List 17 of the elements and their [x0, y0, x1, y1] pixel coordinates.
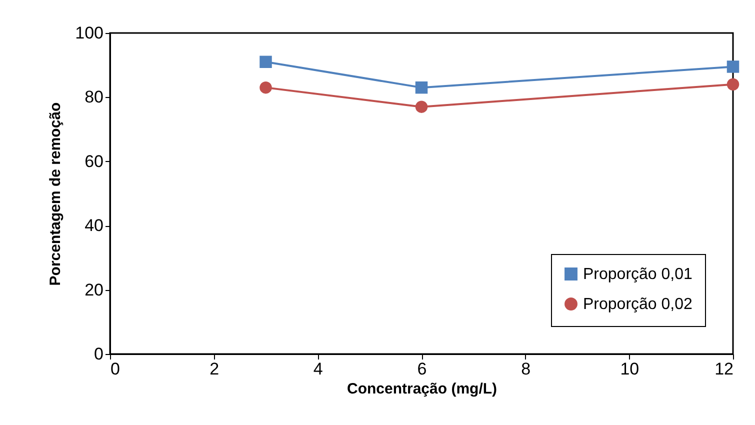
- y-tick-label: 80: [84, 88, 104, 107]
- y-tick-label: 100: [75, 24, 104, 42]
- x-tick-label: 8: [521, 360, 531, 378]
- x-tick-label: 10: [620, 360, 640, 378]
- x-tick-label: 0: [110, 360, 120, 378]
- x-tick-label: 6: [417, 360, 427, 378]
- y-tick-label: 60: [84, 152, 104, 171]
- legend-label: Proporção 0,02: [583, 296, 693, 313]
- y-tick-label: 20: [84, 280, 104, 300]
- legend-label: Proporção 0,01: [583, 266, 693, 283]
- x-tick-label: 12: [714, 360, 734, 378]
- y-axis-title: Porcentagem de remoção: [47, 102, 64, 286]
- y-tick-label: 0: [94, 344, 104, 364]
- x-tick-label: 2: [210, 360, 220, 378]
- x-tick-label: 4: [313, 360, 323, 378]
- y-tick-label: 40: [84, 216, 104, 236]
- x-axis-title: Concentração (mg/L): [346, 380, 498, 398]
